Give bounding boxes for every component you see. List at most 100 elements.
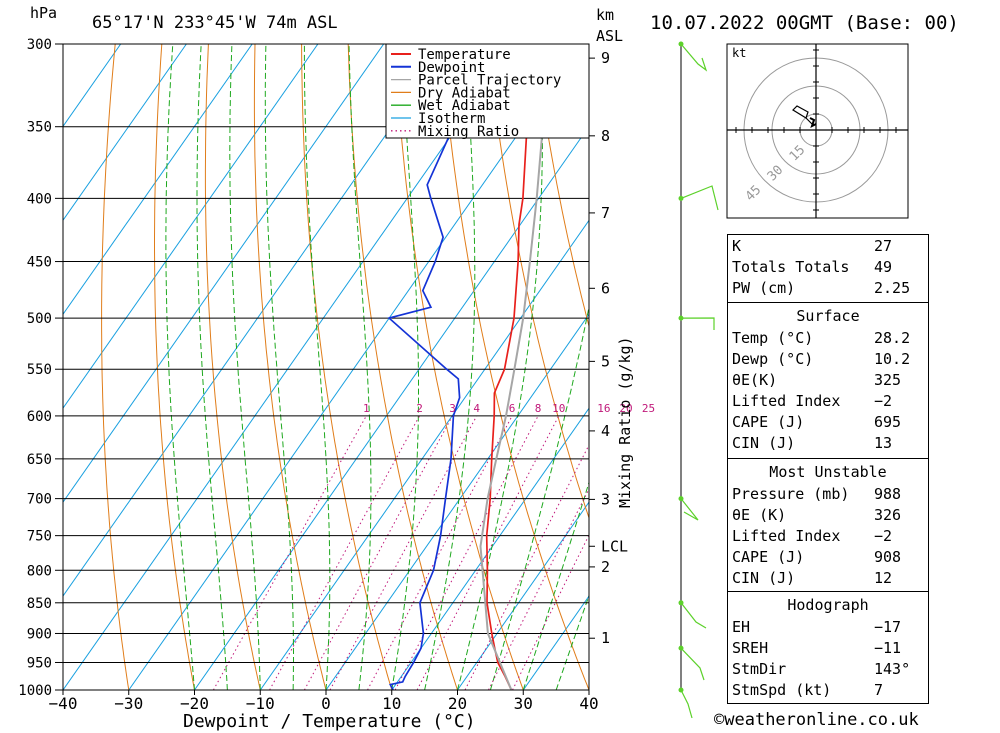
- most-unstable-title: Most Unstable: [769, 463, 887, 481]
- km-unit: km: [596, 6, 614, 24]
- index-value: 49: [874, 258, 893, 276]
- wind-barb: [680, 647, 705, 681]
- index-value: −17: [874, 618, 902, 636]
- index-label: EH: [732, 618, 751, 636]
- wet-adiabat-line: [391, 44, 419, 690]
- index-value: 988: [874, 485, 902, 503]
- isotherm-line: [63, 44, 385, 504]
- indices-table: K 27 Totals Totals 49 PW (cm) 2.25: [728, 236, 928, 299]
- height-label: 6: [601, 279, 610, 297]
- mixing-ratio-axis-label: Mixing Ratio (g/kg): [616, 336, 634, 508]
- height-label: LCL: [601, 537, 628, 555]
- hodograph-trace: [809, 117, 817, 128]
- legend-label: Isotherm: [418, 111, 485, 127]
- x-tick-label: −30: [114, 694, 143, 713]
- index-row: θE(K) 325: [728, 370, 928, 391]
- height-label: 2: [601, 558, 610, 576]
- mixing-ratio-label: 2: [416, 402, 423, 415]
- index-label: θE(K): [732, 371, 778, 389]
- wind-barb: [680, 689, 693, 719]
- axes: 1 2 3 4 6 8 10 16 20 2530035040045050055060065070…: [18, 37, 655, 713]
- index-value: −2: [874, 527, 893, 545]
- wind-barb: [680, 317, 715, 330]
- index-value: 695: [874, 413, 902, 431]
- index-row: CAPE (J) 695: [728, 412, 928, 433]
- hodograph-stats-title: Hodograph: [787, 596, 869, 614]
- height-label: 7: [601, 204, 610, 222]
- wet-adiabat-line: [348, 44, 372, 690]
- pressure-label: 1000: [18, 683, 52, 699]
- pressure-label: 850: [27, 596, 52, 612]
- index-row: Temp (°C) 28.2: [728, 328, 928, 349]
- location-title: 65°17'N 233°45'W 74m ASL: [92, 13, 338, 33]
- wind-barb-dot: [678, 496, 684, 502]
- surface-box: Surface Temp (°C) 28.2 Dewp (°C) 10.2 θE(K) 3…: [727, 302, 929, 459]
- indices-box: K 27 Totals Totals 49 PW (cm) 2.25: [727, 234, 929, 303]
- height-label: 4: [601, 422, 610, 440]
- site-link[interactable]: weatheronline.co.uk: [724, 710, 919, 730]
- index-value: 7: [874, 681, 884, 699]
- index-value: 325: [874, 371, 902, 389]
- isotherm-line: [259, 219, 589, 690]
- mixing-ratio-line: [488, 487, 589, 690]
- pressure-label: 550: [27, 362, 52, 378]
- wet-adiabat-line: [522, 480, 589, 690]
- index-label: PW (cm): [732, 279, 796, 297]
- mixing-ratio-line: [394, 415, 539, 690]
- parcel-trajectory-line: [479, 44, 551, 690]
- index-value: 143°: [874, 660, 911, 678]
- isotherm-line: [391, 407, 589, 690]
- mixing-ratio-line: [416, 415, 560, 690]
- x-tick-label: 30: [514, 694, 533, 713]
- asl-unit: ASL: [596, 27, 623, 45]
- pressure-label: 500: [27, 311, 52, 327]
- hpa-unit: hPa: [30, 4, 57, 22]
- legend-label: Wet Adiabat: [418, 98, 511, 114]
- index-label: CAPE (J): [732, 413, 805, 431]
- temperature-line: [485, 44, 536, 690]
- hodograph-stats-table: EH −17 SREH −11 StmDir 143° StmSpd (kt) 7: [728, 617, 928, 701]
- x-tick-label: −10: [246, 694, 275, 713]
- dry-adiabat-line: [154, 44, 195, 690]
- dry-adiabat-line: [347, 44, 458, 690]
- index-row: CIN (J) 12: [728, 568, 928, 589]
- wind-profile: [678, 41, 719, 719]
- pressure-label: 300: [27, 37, 52, 53]
- index-value: 908: [874, 548, 902, 566]
- isotherm-line: [63, 44, 187, 222]
- mixing-ratio-label: 20: [619, 402, 632, 415]
- index-row: EH −17: [728, 617, 928, 638]
- mixing-ratio-label: 1: [363, 402, 370, 415]
- index-value: 13: [874, 434, 893, 452]
- pressure-label: 400: [27, 191, 52, 207]
- mixing-ratio-label: 10: [552, 402, 565, 415]
- hodograph-unit: kt: [732, 46, 746, 60]
- wet-adiabat-line: [303, 44, 331, 690]
- height-label: 9: [601, 49, 610, 67]
- isotherm-line: [325, 313, 589, 690]
- x-tick-label: 10: [382, 694, 401, 713]
- index-row: CAPE (J) 908: [728, 547, 928, 568]
- index-value: 12: [874, 569, 893, 587]
- mixing-ratio-label: 6: [509, 402, 516, 415]
- index-row: StmSpd (kt) 7: [728, 680, 928, 701]
- index-label: θE (K): [732, 506, 787, 524]
- dry-adiabat-line: [204, 44, 261, 690]
- index-label: StmDir: [732, 660, 787, 678]
- index-label: Lifted Index: [732, 392, 841, 410]
- pressure-label: 450: [27, 255, 52, 271]
- x-tick-label: −40: [49, 694, 78, 713]
- x-tick-label: 0: [321, 694, 331, 713]
- isotherm-line: [194, 125, 589, 690]
- legend-label: Dry Adiabat: [418, 85, 511, 101]
- mixing-ratio-label: 25: [642, 402, 655, 415]
- index-label: K: [732, 237, 742, 255]
- index-row: StmDir 143°: [728, 659, 928, 680]
- pressure-gridlines: [55, 43, 589, 691]
- index-label: StmSpd (kt): [732, 681, 832, 699]
- datetime-title: 10.07.2022 00GMT (Base: 00): [650, 12, 959, 34]
- most-unstable-box: Most Unstable Pressure (mb) 988 θE (K) 326 L…: [727, 458, 929, 592]
